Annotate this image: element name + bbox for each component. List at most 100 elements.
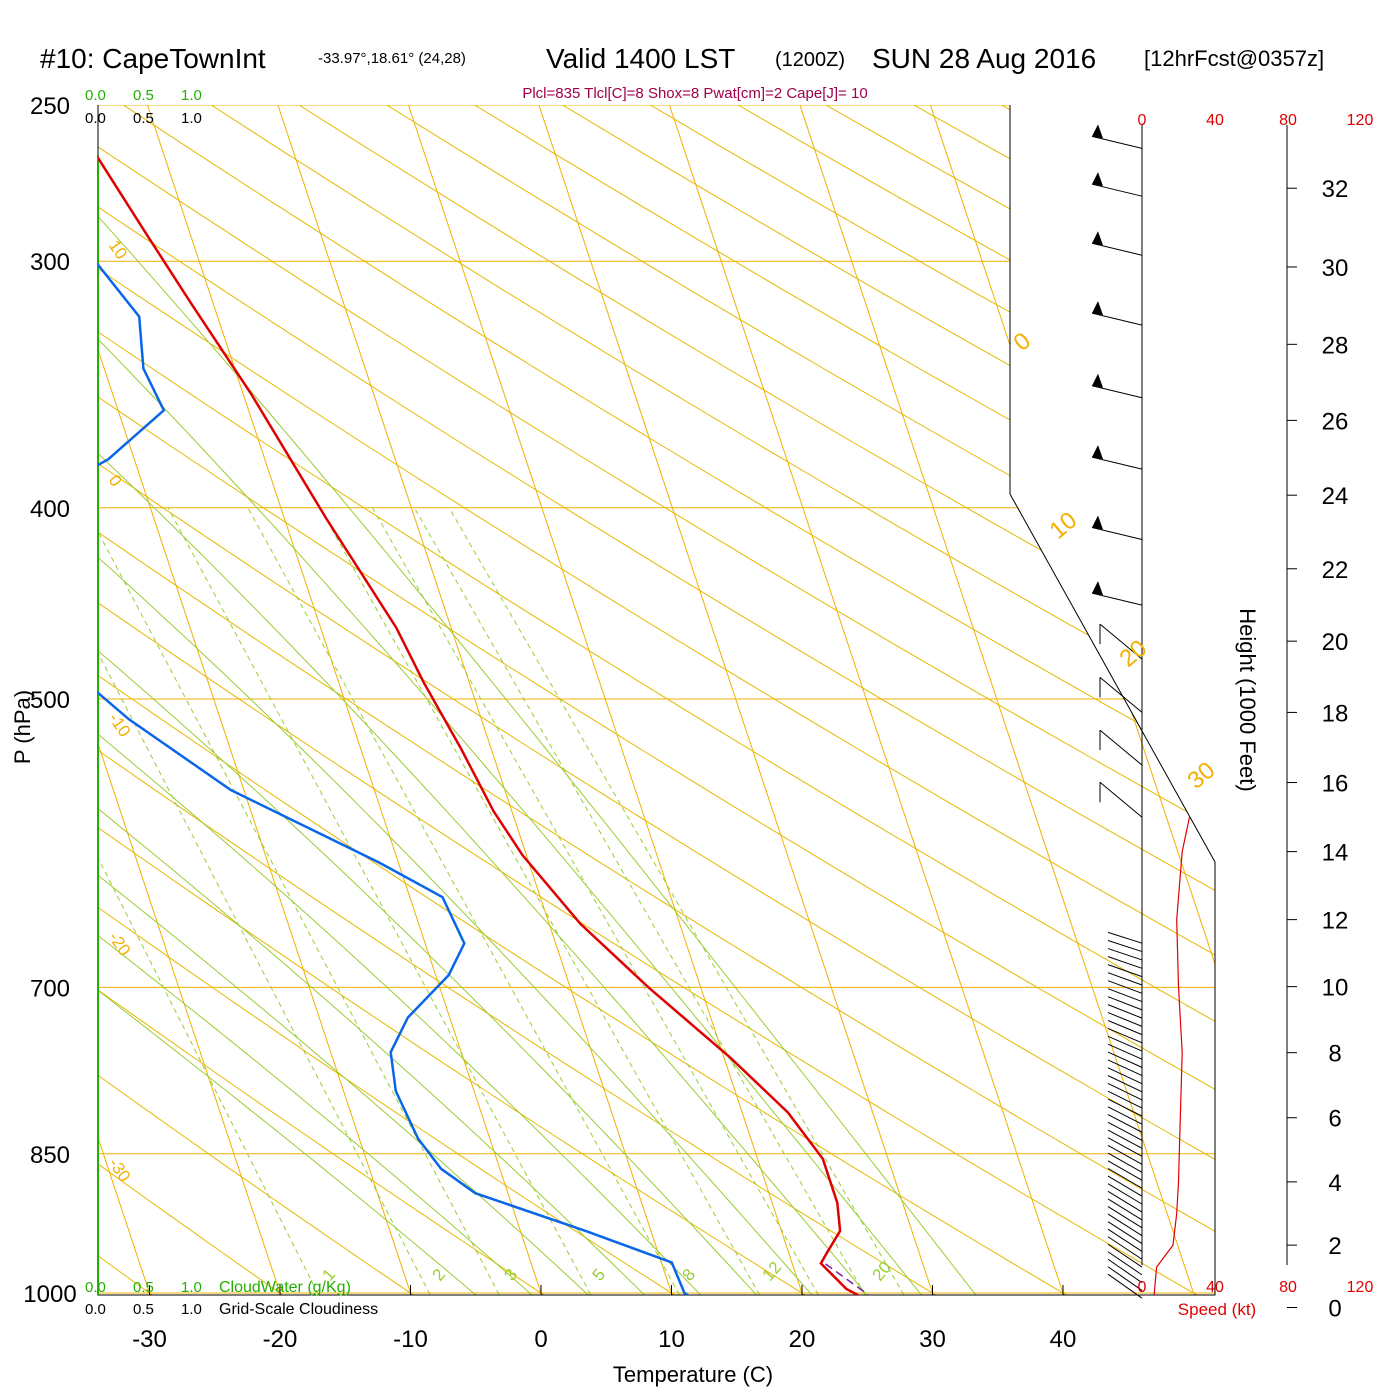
station-coords: -33.97°,18.61° (24,28)	[318, 50, 466, 67]
wind-barb	[1091, 456, 1143, 470]
moist-adiabat	[98, 105, 569, 1295]
wind-barb	[1107, 1251, 1143, 1276]
moist-adiabat	[98, 105, 621, 1295]
dry-adiabat	[98, 105, 1215, 1295]
cloud-cover-tick-2-bottom: 1.0	[181, 1301, 202, 1318]
wind-barb	[1099, 729, 1143, 766]
speed-tick-bottom-1: 40	[1206, 1279, 1224, 1296]
wind-barb-pennant	[1092, 301, 1103, 316]
valid-date: SUN 28 Aug 2016	[872, 43, 1096, 74]
cloud-water-tick-0-bottom: 0.0	[85, 1279, 106, 1296]
wind-barb	[1107, 972, 1143, 986]
height-tick-label: 10	[1322, 975, 1349, 1002]
dry-adiabat	[98, 105, 1215, 1295]
height-tick-label: 16	[1322, 771, 1349, 798]
y-axis-title: P (hPa)	[10, 690, 35, 764]
zulu-time: (1200Z)	[775, 49, 845, 71]
wind-barb	[1107, 1012, 1143, 1027]
mixing-ratio-line	[98, 507, 513, 1295]
wind-barb	[1107, 956, 1143, 969]
temperature-tick-label: -20	[263, 1326, 298, 1353]
isotherm-label: 10	[1045, 507, 1083, 545]
dry-adiabat	[98, 105, 1215, 1295]
speed-tick-top-3: 120	[1347, 112, 1374, 129]
dry-adiabat	[98, 105, 1215, 1295]
cloud-cover-label: Grid-Scale Cloudiness	[219, 1301, 378, 1318]
isotherm-label: 10	[105, 236, 131, 262]
dry-adiabat	[98, 105, 1215, 1295]
wind-barb	[1107, 980, 1143, 994]
height-tick-label: 4	[1328, 1170, 1341, 1197]
dry-adiabat	[561, 105, 1215, 1295]
mixing-ratio-line	[98, 507, 331, 1295]
wind-barb	[1107, 1198, 1143, 1221]
height-tick-label: 28	[1322, 332, 1349, 359]
height-tick-label: 12	[1322, 908, 1349, 935]
valid-time: Valid 1400 LST	[546, 43, 735, 74]
isotherm	[645, 105, 1104, 1295]
wind-barb	[1107, 1206, 1143, 1229]
wind-barb	[1107, 1035, 1143, 1052]
wind-barb-pennant	[1092, 445, 1103, 460]
wind-barb	[1107, 1004, 1143, 1019]
wind-barb	[1107, 1236, 1143, 1260]
wind-barb	[1107, 1059, 1143, 1077]
isotherm	[906, 105, 1215, 1295]
wind-barb	[1107, 1106, 1143, 1125]
wind-barb-pennant	[1092, 172, 1103, 187]
height-tick-label: 20	[1322, 629, 1349, 656]
wind-barb	[1091, 183, 1143, 197]
height-tick-label: 22	[1322, 557, 1349, 584]
isotherm-label: 30	[1183, 757, 1221, 795]
moist-adiabat	[98, 105, 778, 1295]
isotherm-label: -30	[105, 1154, 135, 1185]
speed-axis-label: Speed (kt)	[1178, 1300, 1256, 1319]
cloud-water-tick-2: 1.0	[181, 87, 202, 104]
wind-barb	[1107, 1051, 1143, 1068]
wind-barb	[1107, 1152, 1143, 1173]
wind-barb	[1107, 1027, 1143, 1044]
wind-barb	[1107, 988, 1143, 1003]
temperature-tick-label: -30	[132, 1326, 167, 1353]
isotherm	[775, 105, 1215, 1295]
mixing-ratio-line	[448, 507, 918, 1295]
mixing-ratio-line	[413, 507, 879, 1295]
pressure-tick-label: 250	[30, 93, 70, 120]
isotherm	[123, 105, 582, 1295]
wind-barb-pennant	[1092, 515, 1103, 530]
dry-adiabat	[129, 105, 1215, 1295]
isotherm-label: 0	[105, 471, 126, 490]
moist-adiabat	[98, 105, 726, 1295]
wind-barb	[1107, 1273, 1143, 1299]
wind-barb-pennant	[1092, 124, 1103, 139]
dry-adiabat	[98, 105, 998, 1295]
speed-tick-top-0: 0	[1138, 112, 1147, 129]
dry-adiabat	[98, 105, 727, 1295]
moist-adiabat	[98, 105, 1039, 1295]
wind-barb	[1107, 1082, 1143, 1101]
height-tick-label: 8	[1328, 1041, 1341, 1068]
surface-dewpoint-dot	[721, 1302, 731, 1312]
moist-adiabat	[98, 105, 882, 1295]
speed-tick-bottom-0: 0	[1138, 1279, 1147, 1296]
height-tick-label: 32	[1322, 176, 1349, 203]
pressure-tick-label: 700	[30, 975, 70, 1002]
wind-barb	[1099, 677, 1143, 713]
dry-adiabat	[216, 105, 1215, 1295]
dry-adiabat	[98, 105, 319, 1295]
speed-tick-bottom-2: 80	[1279, 1279, 1297, 1296]
wind-barb	[1107, 1213, 1143, 1237]
surface-temperature-dot	[880, 1302, 890, 1312]
speed-tick-top-2: 80	[1279, 112, 1297, 129]
sounding-indices: Plcl=835 Tlcl[C]=8 Shox=8 Pwat[cm]=2 Cap…	[522, 85, 867, 102]
pressure-tick-label: 500	[30, 687, 70, 714]
pressure-tick-label: 400	[30, 496, 70, 523]
speed-tick-top-1: 40	[1206, 112, 1224, 129]
wind-barb-pennant	[1092, 581, 1103, 596]
wind-barb	[1107, 1228, 1143, 1252]
speed-tick-bottom-3: 120	[1347, 1279, 1374, 1296]
wind-barb	[1107, 1075, 1143, 1093]
wind-barb	[1107, 1067, 1143, 1085]
wind-barb	[1107, 1243, 1143, 1268]
